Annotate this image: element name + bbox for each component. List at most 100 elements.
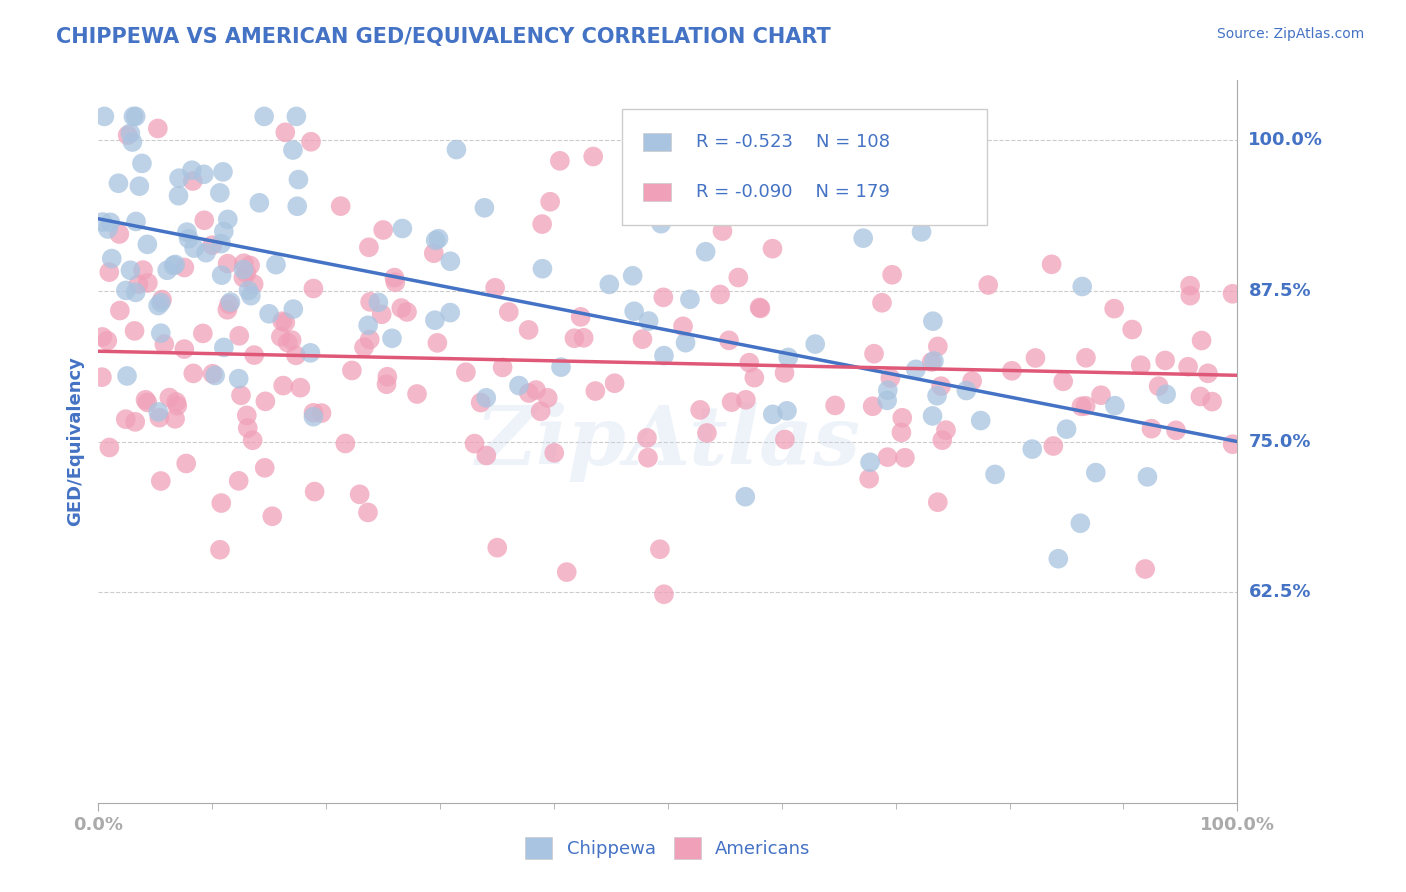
Point — [474, 201, 496, 215]
Point — [446, 143, 468, 157]
Point — [281, 143, 304, 157]
Point — [167, 171, 190, 186]
Point — [124, 324, 146, 338]
Point — [1069, 516, 1091, 531]
Point — [97, 222, 120, 236]
Point — [439, 305, 461, 319]
Point — [425, 233, 447, 247]
Text: R = -0.523    N = 108: R = -0.523 N = 108 — [696, 133, 890, 151]
Point — [406, 387, 429, 401]
Point — [454, 365, 477, 379]
Point — [1197, 367, 1219, 381]
Point — [93, 109, 115, 123]
Point — [1147, 379, 1170, 393]
Point — [762, 408, 785, 422]
Point — [925, 389, 948, 403]
Y-axis label: GED/Equivalency: GED/Equivalency — [66, 357, 84, 526]
Point — [870, 295, 893, 310]
Point — [927, 495, 949, 509]
Point — [208, 542, 231, 557]
Point — [859, 455, 882, 469]
Point — [218, 297, 240, 311]
Text: Source: ZipAtlas.com: Source: ZipAtlas.com — [1216, 27, 1364, 41]
Point — [128, 179, 150, 194]
Point — [148, 405, 170, 419]
Point — [136, 237, 159, 252]
Text: R = -0.090    N = 179: R = -0.090 N = 179 — [696, 184, 890, 202]
Point — [1084, 466, 1107, 480]
Point — [1140, 422, 1163, 436]
Point — [538, 194, 561, 209]
Point — [115, 284, 138, 298]
Point — [115, 368, 138, 383]
Point — [302, 409, 325, 424]
Point — [537, 391, 560, 405]
Point — [543, 446, 565, 460]
Point — [1129, 358, 1152, 372]
Point — [427, 232, 450, 246]
Point — [98, 265, 121, 279]
Point — [1047, 551, 1070, 566]
Point — [209, 236, 232, 251]
Point — [108, 227, 131, 241]
Point — [582, 149, 605, 163]
Point — [921, 314, 943, 328]
Point — [285, 199, 308, 213]
Point — [257, 307, 280, 321]
Point — [675, 335, 697, 350]
Point — [274, 315, 297, 329]
Point — [636, 431, 658, 445]
Point — [631, 332, 654, 346]
Bar — [643, 133, 671, 151]
Point — [121, 135, 143, 149]
Legend: Chippewa, Americans: Chippewa, Americans — [517, 830, 818, 866]
Point — [228, 371, 250, 385]
Point — [136, 395, 159, 409]
Point — [569, 310, 592, 324]
Point — [235, 266, 257, 280]
Point — [862, 399, 884, 413]
Point — [517, 386, 540, 401]
Point — [262, 509, 284, 524]
Point — [132, 263, 155, 277]
Point — [1021, 442, 1043, 457]
Point — [217, 257, 239, 271]
Point — [1090, 388, 1112, 402]
Point — [124, 285, 146, 300]
Point — [672, 319, 695, 334]
Point — [384, 275, 406, 289]
Point — [193, 167, 215, 181]
Point — [209, 496, 232, 510]
Point — [329, 199, 352, 213]
Point — [555, 565, 578, 579]
Point — [299, 135, 322, 149]
Point — [391, 221, 413, 235]
Point — [149, 295, 172, 310]
Point — [302, 406, 325, 420]
Point — [977, 278, 1000, 293]
Point — [208, 186, 231, 200]
Bar — [643, 184, 671, 202]
Point — [922, 354, 945, 368]
Point — [370, 307, 392, 321]
Point — [373, 223, 395, 237]
Point — [804, 337, 827, 351]
Point — [876, 450, 898, 464]
Point — [264, 258, 287, 272]
Point — [475, 449, 498, 463]
Text: 75.0%: 75.0% — [1249, 433, 1310, 450]
Point — [229, 388, 252, 402]
Point — [927, 339, 949, 353]
Point — [572, 331, 595, 345]
Point — [125, 109, 148, 123]
Point — [212, 165, 235, 179]
Point — [271, 378, 294, 392]
Point — [1074, 399, 1097, 413]
Point — [211, 268, 233, 282]
Point — [891, 410, 914, 425]
Point — [96, 334, 118, 348]
Point — [603, 376, 626, 391]
Point — [181, 174, 204, 188]
Point — [395, 305, 418, 319]
Point — [1104, 399, 1126, 413]
